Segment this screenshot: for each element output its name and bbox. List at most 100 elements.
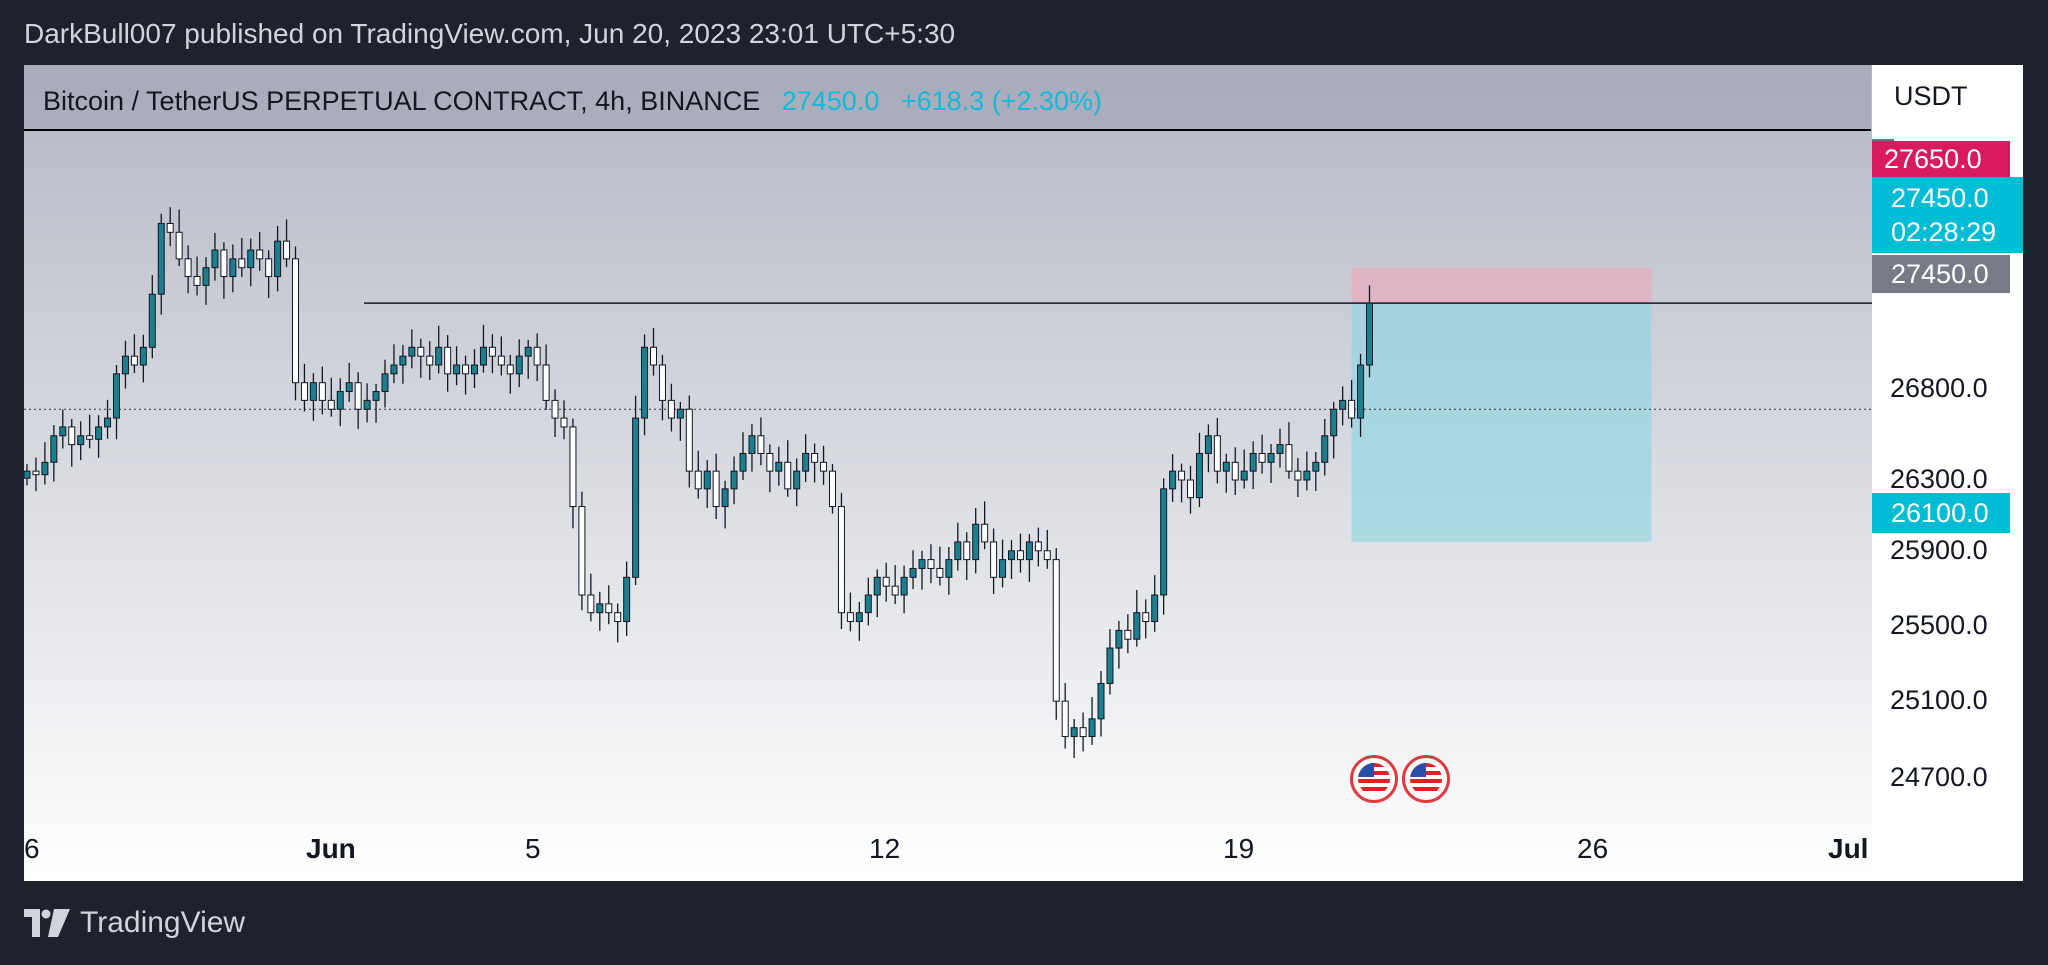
- candle-body: [444, 346, 452, 375]
- price-tick: 25500.0: [1890, 610, 1988, 640]
- price-tick: 25900.0: [1890, 535, 1988, 565]
- candle-body: [766, 452, 774, 472]
- bar-countdown: 02:28:29: [1891, 217, 1997, 247]
- candle-body: [417, 346, 425, 357]
- us-flag-event-icon[interactable]: [1402, 755, 1450, 803]
- candle-body: [837, 506, 845, 614]
- candle-body: [981, 523, 989, 543]
- candle-body: [569, 426, 577, 508]
- candle-body: [488, 346, 496, 357]
- candle-body: [274, 240, 282, 278]
- candle-body: [68, 426, 76, 446]
- candle-body: [793, 470, 801, 490]
- candle-body: [462, 364, 470, 375]
- candle-body: [551, 399, 559, 419]
- candle-body: [757, 435, 765, 454]
- symbol-name: Bitcoin / TetherUS PERPETUAL CONTRACT, 4…: [43, 86, 761, 116]
- candle-body: [175, 231, 183, 260]
- candle-body: [1106, 647, 1114, 684]
- candle-body: [918, 559, 926, 569]
- candle-body: [497, 355, 505, 366]
- candle-body: [855, 612, 863, 623]
- footer-brand: TradingView: [80, 906, 246, 939]
- candle-body: [1079, 727, 1087, 738]
- candle-body: [1070, 727, 1078, 738]
- candle-body: [426, 355, 434, 366]
- candle-body: [139, 346, 147, 366]
- take-profit-zone: [1351, 303, 1652, 542]
- candle-body: [730, 470, 738, 490]
- candle-body: [471, 364, 478, 375]
- candle-body: [1016, 550, 1024, 561]
- candle-body: [775, 461, 783, 472]
- candle-body: [721, 488, 729, 508]
- candle-body: [1124, 629, 1132, 640]
- last-price-tag: 27450.0 02:28:29: [1872, 177, 2023, 253]
- candle-body: [283, 240, 291, 260]
- price-tick: 24700.0: [1890, 762, 1988, 792]
- candle-body: [990, 541, 998, 578]
- symbol-info: Bitcoin / TetherUS PERPETUAL CONTRACT, 4…: [43, 86, 1102, 117]
- candle-body: [1294, 470, 1302, 481]
- candle-body: [157, 222, 165, 295]
- candle-body: [802, 452, 810, 472]
- candle-body: [676, 408, 684, 419]
- candle-body: [1133, 612, 1141, 640]
- candle-body: [166, 222, 174, 233]
- candle-body: [560, 417, 568, 428]
- tradingview-logo-icon: [24, 909, 70, 937]
- candle-body: [1348, 399, 1356, 419]
- candle-body: [963, 541, 971, 561]
- candle-body: [77, 435, 85, 446]
- time-label: 26: [1577, 833, 1609, 864]
- price-tick: 26300.0: [1890, 464, 1988, 494]
- candle-body: [479, 346, 487, 366]
- candle-body: [784, 461, 792, 490]
- candle-body: [390, 364, 398, 375]
- candle-body: [318, 382, 326, 401]
- stop-price-tag: 27650.0: [1872, 141, 2010, 177]
- candle-body: [1303, 470, 1311, 481]
- candle-body: [1249, 452, 1257, 472]
- symbol-last-price: 27450.0: [781, 86, 880, 116]
- candle-body: [113, 373, 120, 419]
- candle-body: [300, 382, 308, 401]
- candle-body: [1034, 541, 1042, 552]
- candle-body: [909, 567, 917, 578]
- target-price-tag: 26100.0: [1872, 493, 2010, 533]
- candle-body: [399, 355, 407, 366]
- candle-body: [748, 435, 756, 454]
- candle-body: [148, 293, 156, 348]
- candle-body: [739, 452, 747, 472]
- candle-body: [363, 399, 371, 410]
- candle-body: [202, 267, 210, 286]
- us-flag-event-icon[interactable]: [1350, 755, 1398, 803]
- candle-body: [811, 452, 819, 463]
- chart-canvas[interactable]: [24, 65, 2023, 881]
- candle-body: [1258, 452, 1266, 463]
- candle-body: [372, 391, 380, 401]
- footer-logo[interactable]: TradingView: [24, 906, 245, 940]
- chart-area[interactable]: Bitcoin / TetherUS PERPETUAL CONTRACT, 4…: [24, 65, 2023, 881]
- candle-body: [712, 470, 720, 508]
- candle-body: [703, 470, 711, 490]
- candle-body: [336, 391, 344, 410]
- candle-body: [650, 346, 657, 366]
- candle-body: [32, 470, 40, 476]
- candle-body: [86, 435, 94, 440]
- candle-body: [1339, 399, 1347, 410]
- candle-body: [256, 249, 264, 260]
- last-price-value: 27450.0: [1891, 183, 1989, 213]
- time-label: Jun: [306, 833, 356, 864]
- candle-body: [587, 594, 595, 614]
- candle-body: [820, 461, 828, 472]
- candle-body: [900, 576, 908, 596]
- candle-body: [614, 612, 622, 623]
- candle-body: [1276, 444, 1284, 454]
- price-tick: 25100.0: [1890, 685, 1988, 715]
- candle-body: [327, 399, 335, 410]
- level-price-tag: 27450.0: [1872, 255, 2010, 293]
- candle-body: [1213, 435, 1221, 472]
- candle-body: [1366, 302, 1373, 366]
- time-label: 19: [1223, 833, 1255, 864]
